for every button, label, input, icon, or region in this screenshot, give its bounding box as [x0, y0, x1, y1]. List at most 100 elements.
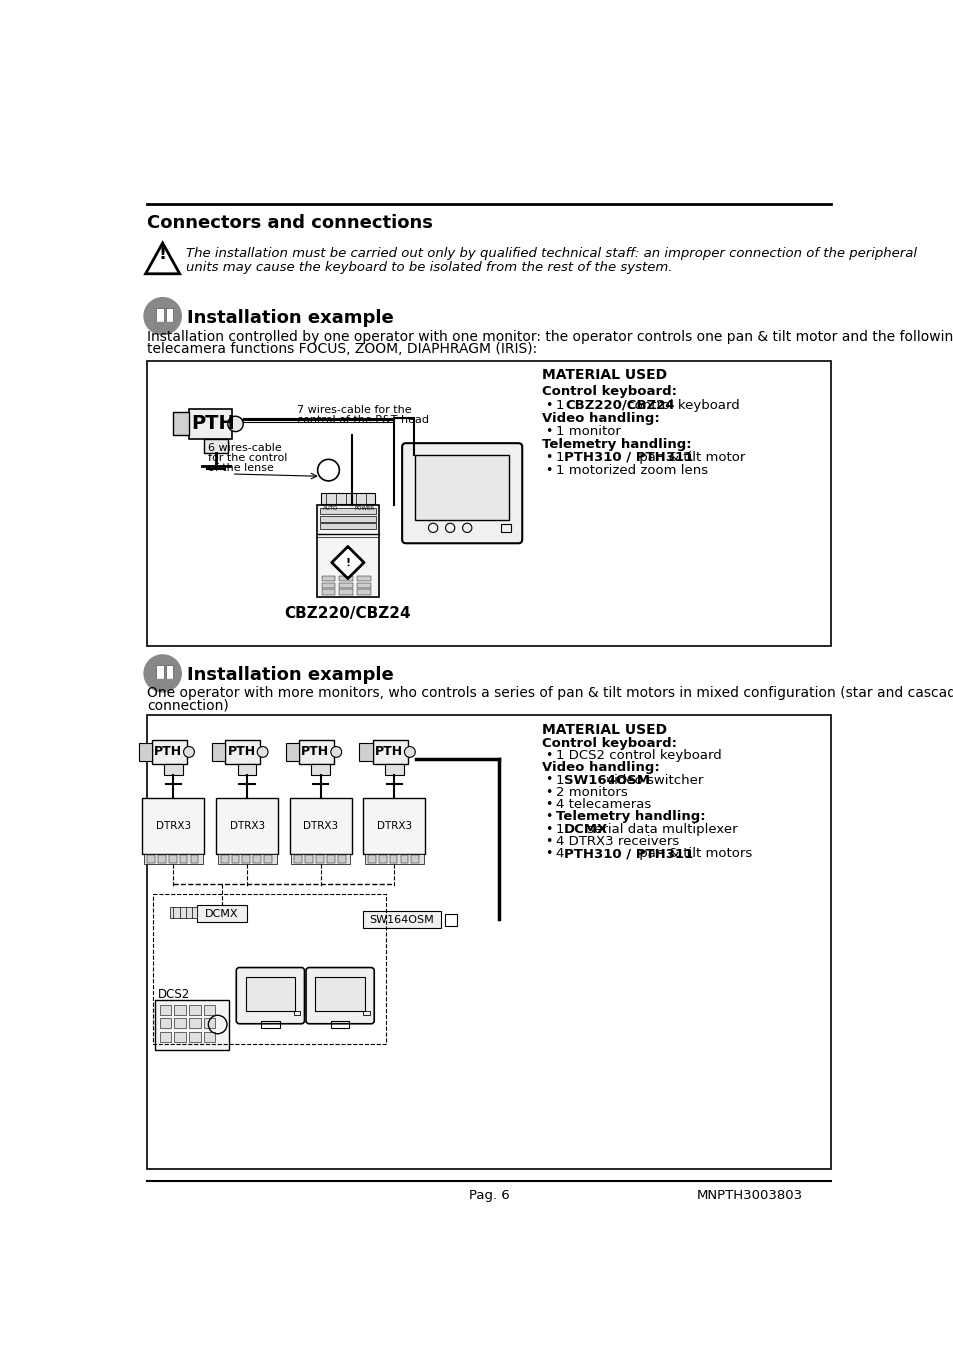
Bar: [144, 854, 203, 865]
Bar: [196, 905, 247, 923]
Text: 1 motorized zoom lens: 1 motorized zoom lens: [556, 463, 708, 477]
Bar: [356, 582, 371, 588]
Text: •: •: [545, 774, 553, 786]
Text: 1: 1: [556, 451, 569, 463]
Text: MNPTH3003803: MNPTH3003803: [696, 1189, 802, 1202]
Bar: [166, 665, 173, 678]
Bar: [320, 493, 375, 504]
Bar: [174, 1019, 186, 1028]
Text: !: !: [345, 558, 350, 567]
Bar: [242, 855, 250, 863]
Text: MATERIAL USED: MATERIAL USED: [542, 369, 667, 382]
Bar: [142, 798, 204, 854]
Text: 7 wires-cable for the: 7 wires-cable for the: [297, 405, 412, 415]
Bar: [204, 1005, 215, 1015]
Text: DTRX3: DTRX3: [303, 821, 338, 831]
Bar: [147, 855, 154, 863]
Bar: [319, 508, 375, 513]
Bar: [319, 516, 375, 521]
Text: pan & tilt motors: pan & tilt motors: [635, 847, 752, 861]
Text: MATERIAL USED: MATERIAL USED: [542, 723, 667, 736]
Bar: [189, 1005, 200, 1015]
Text: !: !: [158, 245, 167, 262]
Text: for the control: for the control: [208, 453, 288, 463]
Bar: [294, 855, 302, 863]
Text: PTH: PTH: [375, 746, 403, 758]
Bar: [220, 855, 229, 863]
Text: CBZ220/CBZ24: CBZ220/CBZ24: [284, 607, 411, 621]
Bar: [390, 855, 397, 863]
Bar: [400, 855, 408, 863]
Text: connection): connection): [147, 698, 229, 713]
Bar: [204, 1032, 215, 1042]
Bar: [261, 1020, 279, 1028]
Text: 1: 1: [556, 399, 569, 412]
Bar: [179, 855, 187, 863]
Text: SW164OSM: SW164OSM: [370, 915, 434, 925]
Text: units may cause the keyboard to be isolated from the rest of the system.: units may cause the keyboard to be isola…: [186, 261, 672, 274]
Bar: [225, 739, 260, 765]
Bar: [204, 1019, 215, 1028]
Text: DTRX3: DTRX3: [155, 821, 191, 831]
Bar: [356, 576, 371, 581]
Text: Video handling:: Video handling:: [542, 761, 659, 774]
Bar: [368, 855, 375, 863]
Text: Video handling:: Video handling:: [542, 412, 659, 424]
Text: PTH: PTH: [192, 415, 234, 434]
Text: 4 telecameras: 4 telecameras: [556, 798, 651, 811]
Bar: [290, 798, 352, 854]
Text: •: •: [545, 835, 553, 848]
Bar: [174, 1005, 186, 1015]
Bar: [191, 855, 198, 863]
Circle shape: [144, 655, 181, 692]
Text: of the lense: of the lense: [208, 463, 274, 473]
Bar: [138, 743, 152, 761]
Bar: [152, 739, 187, 765]
Bar: [500, 524, 510, 532]
Text: Installation example: Installation example: [187, 666, 394, 684]
Text: telecamera functions FOCUS, ZOOM, DIAPHRAGM (IRIS):: telecamera functions FOCUS, ZOOM, DIAPHR…: [147, 342, 537, 357]
Bar: [189, 408, 232, 439]
Bar: [315, 855, 323, 863]
Bar: [173, 412, 189, 435]
Text: 1: 1: [556, 774, 569, 786]
Text: •: •: [545, 811, 553, 824]
Text: The installation must be carried out only by qualified technical staff: an impro: The installation must be carried out onl…: [186, 247, 916, 259]
Circle shape: [404, 747, 415, 758]
Bar: [337, 855, 345, 863]
FancyBboxPatch shape: [402, 443, 521, 543]
Bar: [154, 1000, 229, 1050]
Bar: [373, 739, 407, 765]
Bar: [444, 913, 456, 925]
Text: PTH: PTH: [301, 746, 329, 758]
Bar: [415, 455, 509, 520]
Text: 4: 4: [556, 847, 568, 861]
Text: PTH: PTH: [154, 746, 182, 758]
Text: Pag. 6: Pag. 6: [468, 1189, 509, 1202]
Text: 1: 1: [556, 823, 569, 836]
Bar: [217, 854, 276, 865]
Bar: [147, 715, 830, 1169]
Bar: [164, 765, 183, 775]
Bar: [286, 743, 298, 761]
Bar: [237, 765, 256, 775]
FancyBboxPatch shape: [236, 967, 304, 1024]
Text: pan & tilt motor: pan & tilt motor: [635, 451, 744, 463]
Text: serial data multiplexer: serial data multiplexer: [582, 823, 737, 836]
Text: •: •: [545, 823, 553, 836]
Circle shape: [228, 416, 243, 431]
Bar: [232, 855, 239, 863]
Bar: [291, 854, 350, 865]
Bar: [158, 855, 166, 863]
Circle shape: [183, 747, 194, 758]
Text: SW164OSM: SW164OSM: [563, 774, 649, 786]
Bar: [245, 977, 294, 1011]
Text: Control keyboard:: Control keyboard:: [542, 736, 677, 750]
Text: •: •: [545, 424, 553, 438]
Bar: [189, 1019, 200, 1028]
Bar: [378, 855, 386, 863]
Bar: [189, 1032, 200, 1042]
Text: •: •: [545, 786, 553, 798]
Text: •: •: [545, 748, 553, 762]
Text: DCS2: DCS2: [158, 988, 190, 1001]
